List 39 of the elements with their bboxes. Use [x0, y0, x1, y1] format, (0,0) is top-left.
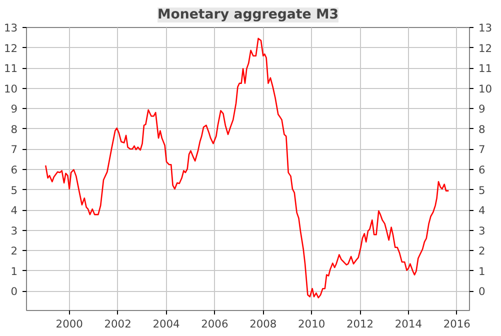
y2-tick-label: 2	[478, 244, 486, 258]
y-tick-label: 12	[4, 42, 18, 55]
x-tick-label: 2006	[201, 318, 228, 330]
y2-tick-label: 9	[478, 102, 486, 116]
y2-tick-label: 7	[478, 143, 486, 156]
y2-tick-label: 0	[478, 285, 486, 298]
y2-tick-label: 8	[478, 122, 486, 136]
x-tick-label: 2014	[394, 318, 422, 330]
x-tick-label: 2016	[443, 318, 471, 330]
chart-title: Monetary aggregate M3	[157, 8, 339, 22]
y-tick-label: 4	[10, 204, 18, 218]
y2-tick-label: 6	[478, 164, 486, 177]
y2-tick-label: 12	[478, 42, 492, 55]
y2-tick-label: 4	[478, 204, 486, 218]
y-tick-label: 1	[10, 264, 18, 278]
y-tick-label: 7	[10, 143, 18, 156]
y-tick-label: 3	[10, 224, 18, 238]
y2-tick-label: 13	[478, 22, 492, 34]
y-tick-label: 10	[4, 82, 18, 96]
y-tick-label: 6	[10, 164, 18, 177]
x-tick-label: 2002	[104, 318, 132, 330]
y-tick-label: 8	[10, 122, 18, 136]
y-tick-label: 13	[4, 22, 18, 34]
y2-tick-label: 5	[478, 184, 486, 197]
y2-tick-label: 3	[478, 224, 486, 238]
y-tick-label: 0	[10, 285, 18, 298]
y-tick-label: 5	[10, 184, 18, 197]
y2-tick-label: 11	[478, 62, 492, 76]
line-series	[44, 38, 450, 298]
y-tick-label: 11	[4, 62, 18, 76]
x-tick-label: 2004	[152, 318, 180, 330]
y-tick-label: 9	[10, 102, 18, 116]
y2-tick-label: 10	[478, 82, 492, 96]
x-tick-label: 2012	[346, 318, 374, 330]
x-tick-label: 2010	[298, 318, 326, 330]
x-tick-label: 2000	[56, 318, 84, 330]
y2-tick-label: 1	[478, 264, 486, 278]
x-tick-label: 2008	[250, 318, 277, 330]
y-tick-label: 2	[10, 244, 18, 258]
